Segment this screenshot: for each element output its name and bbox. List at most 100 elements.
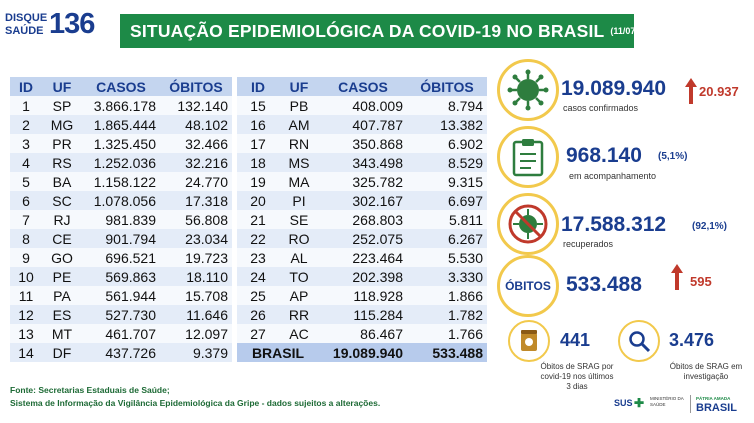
logo-line2: SAÚDE <box>5 25 44 37</box>
deaths-icon-circle: ÓBITOS <box>497 255 559 317</box>
table-row: 21 SE 268.803 5.811 <box>237 210 487 229</box>
cell-id: 13 <box>10 324 42 343</box>
cell-casos: 302.167 <box>319 191 407 210</box>
government-brand: SUS ✚ MINISTÉRIO DA SAÚDE PÁTRIA AMADA B… <box>614 391 746 419</box>
arrow-up-icon <box>671 264 683 290</box>
table-row: 25 AP 118.928 1.866 <box>237 286 487 305</box>
cell-casos: 437.726 <box>82 343 160 362</box>
srag-covid-label-line2: covid-19 nos últimos <box>540 372 614 381</box>
ministerio-label: MINISTÉRIO DA SAÚDE <box>650 396 684 407</box>
confirmed-icon-circle <box>497 59 559 121</box>
cell-id: 27 <box>237 324 279 343</box>
table-row: 1 SP 3.866.178 132.140 <box>10 96 232 115</box>
cell-casos: 901.794 <box>82 229 160 248</box>
cell-id: 14 <box>10 343 42 362</box>
cell-casos: 1.252.036 <box>82 153 160 172</box>
cell-obitos: 6.267 <box>407 229 487 248</box>
states-table-right: ID UF CASOS ÓBITOS 15 PB 408.009 8.794 16 AM 4… <box>237 77 487 362</box>
table-row: 17 RN 350.868 6.902 <box>237 134 487 153</box>
cell-id: 6 <box>10 191 42 210</box>
cell-casos: 1.865.444 <box>82 115 160 134</box>
table-row: 13 MT 461.707 12.097 <box>10 324 232 343</box>
table-header: ID UF CASOS ÓBITOS <box>10 77 232 96</box>
cell-id: 8 <box>10 229 42 248</box>
table-row: 16 AM 407.787 13.382 <box>237 115 487 134</box>
cell-uf: PR <box>42 134 82 153</box>
cell-uf: PE <box>42 267 82 286</box>
cell-casos: 561.944 <box>82 286 160 305</box>
monitoring-icon-circle <box>497 126 559 188</box>
deaths-value: 533.488 <box>566 273 642 296</box>
cell-obitos: 1.766 <box>407 324 487 343</box>
header-obitos: ÓBITOS <box>407 77 487 96</box>
table-row: 12 ES 527.730 11.646 <box>10 305 232 324</box>
cell-uf: ES <box>42 305 82 324</box>
monitoring-label: em acompanhamento <box>569 171 657 181</box>
sus-logo: SUS <box>614 398 633 408</box>
cell-obitos: 12.097 <box>160 324 232 343</box>
srag-invest-label-line2: investigação <box>683 372 729 381</box>
header-uf: UF <box>279 77 319 96</box>
cell-obitos: 56.808 <box>160 210 232 229</box>
cell-uf: RS <box>42 153 82 172</box>
recovered-icon-circle <box>497 193 559 255</box>
cell-casos: 350.868 <box>319 134 407 153</box>
recovered-pct: (92,1%) <box>692 221 728 232</box>
cell-casos: 1.158.122 <box>82 172 160 191</box>
logo-line1: DISQUE <box>5 12 48 24</box>
cell-uf: AP <box>279 286 319 305</box>
table-total-row: BRASIL 19.089.940 533.488 <box>237 343 487 362</box>
cell-uf: PB <box>279 96 319 115</box>
states-table-left: ID UF CASOS ÓBITOS 1 SP 3.866.178 132.140 2 M… <box>10 77 232 362</box>
cell-id: 2 <box>10 115 42 134</box>
cell-casos: 3.866.178 <box>82 96 160 115</box>
header-id: ID <box>237 77 279 96</box>
cell-id: 23 <box>237 248 279 267</box>
cell-id: 4 <box>10 153 42 172</box>
cell-casos: 343.498 <box>319 153 407 172</box>
srag-invest-value: 3.476 <box>669 330 715 350</box>
confirmed-delta: 20.937 <box>699 84 739 99</box>
header-casos: CASOS <box>82 77 160 96</box>
cell-uf: SC <box>42 191 82 210</box>
cell-casos: 86.467 <box>319 324 407 343</box>
cell-casos: 118.928 <box>319 286 407 305</box>
deaths-tag: ÓBITOS <box>505 279 551 293</box>
cell-obitos: 132.140 <box>160 96 232 115</box>
cell-casos: 115.284 <box>319 305 407 324</box>
cell-id: 12 <box>10 305 42 324</box>
monitoring-pct: (5,1%) <box>658 151 688 162</box>
confirmed-value: 19.089.940 <box>561 77 667 100</box>
cell-id: 10 <box>10 267 42 286</box>
table-header: ID UF CASOS ÓBITOS <box>237 77 487 96</box>
cell-obitos: 48.102 <box>160 115 232 134</box>
cell-casos: 268.803 <box>319 210 407 229</box>
cell-uf: BA <box>42 172 82 191</box>
cell-id: 18 <box>237 153 279 172</box>
cell-obitos: 1.782 <box>407 305 487 324</box>
page-title: SITUAÇÃO EPIDEMIOLÓGICA DA COVID-19 NO B… <box>130 20 605 41</box>
footer-source: Fonte: Secretarias Estaduais de Saúde; <box>10 385 170 395</box>
header-uf: UF <box>42 77 82 96</box>
table-row: 14 DF 437.726 9.379 <box>10 343 232 362</box>
table-row: 11 PA 561.944 15.708 <box>10 286 232 305</box>
table-row: 26 RR 115.284 1.782 <box>237 305 487 324</box>
table-row: 23 AL 223.464 5.530 <box>237 248 487 267</box>
deaths-delta: 595 <box>690 274 712 289</box>
table-row: 22 RO 252.075 6.267 <box>237 229 487 248</box>
srag-covid-label: Óbitos de SRAG por covid-19 nos últimos … <box>538 362 616 392</box>
logo-number: 136 <box>49 8 95 40</box>
cell-uf: PA <box>42 286 82 305</box>
clipboard-icon <box>512 139 544 177</box>
table-row: 19 MA 325.782 9.315 <box>237 172 487 191</box>
cell-uf: TO <box>279 267 319 286</box>
crossed-virus-icon <box>508 204 548 244</box>
cell-obitos: 11.646 <box>160 305 232 324</box>
cell-obitos: 19.723 <box>160 248 232 267</box>
cell-id: 25 <box>237 286 279 305</box>
cell-casos: 696.521 <box>82 248 160 267</box>
virus-icon <box>507 69 549 111</box>
cell-casos: 202.398 <box>319 267 407 286</box>
cell-id: 21 <box>237 210 279 229</box>
cell-obitos: 17.318 <box>160 191 232 210</box>
